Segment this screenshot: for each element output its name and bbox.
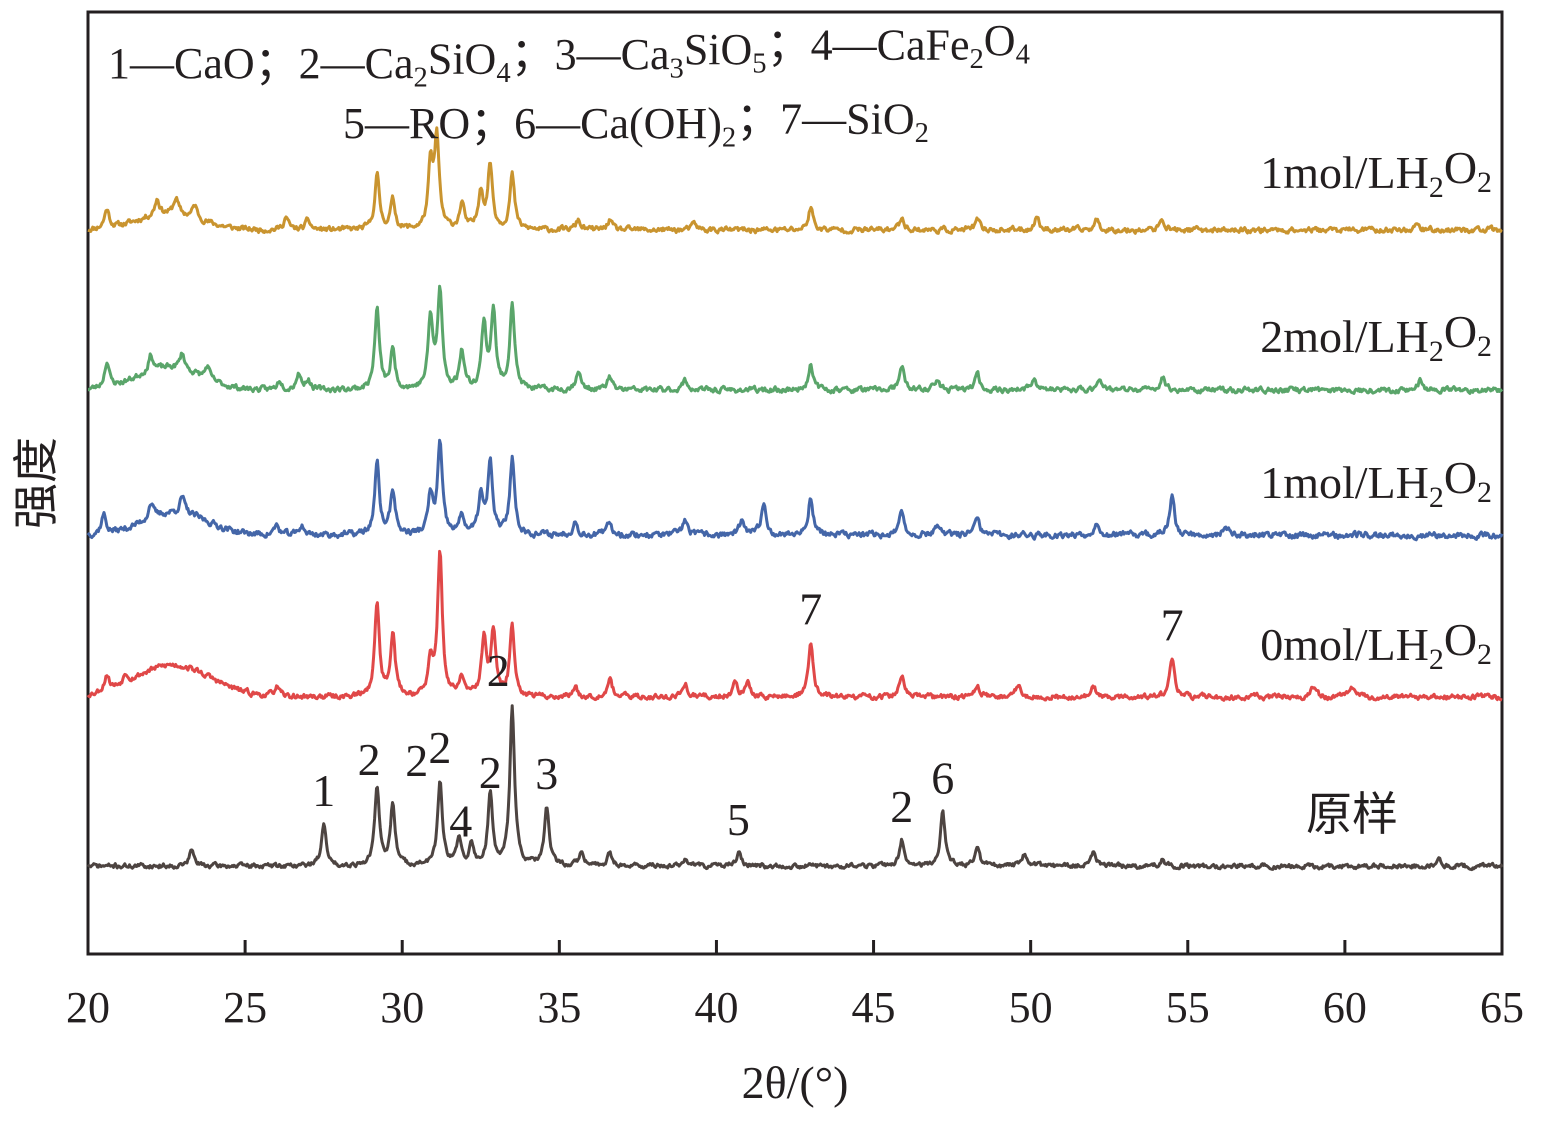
x-tick-label: 45 — [852, 983, 896, 1032]
x-axis-label: 2θ/(°) — [742, 1057, 849, 1108]
peak-label: 1 — [312, 765, 335, 816]
x-tick-label: 50 — [1009, 983, 1053, 1032]
peak-label: 6 — [931, 752, 954, 803]
series-line-1 — [87, 284, 1504, 395]
legend: 1—CaO；2—Ca2​SiO4​；3—Ca3​SiO5​；4—CaFe2​O4… — [108, 16, 1030, 154]
series-label-0: 1mol/LH2​O2​ — [1260, 142, 1492, 204]
series-line-0 — [87, 126, 1503, 235]
series-layer — [86, 126, 1504, 872]
peak-label: 2 — [428, 722, 451, 773]
series-line-2 — [86, 438, 1504, 542]
peak-label: 2 — [479, 747, 502, 798]
y-axis-label: 强度 — [11, 437, 62, 529]
x-tick-label: 55 — [1166, 983, 1210, 1032]
peak-label: 2 — [405, 735, 428, 786]
series-line-4 — [86, 704, 1504, 872]
peak-label: 7 — [1161, 600, 1184, 651]
x-tick-label: 40 — [694, 983, 738, 1032]
legend-line-2: 5—RO；6—Ca(OH)2​；7—SiO2​ — [343, 94, 929, 153]
x-tick-label: 35 — [537, 983, 581, 1032]
plot-frame — [86, 10, 1504, 956]
peak-label: 4 — [449, 795, 472, 846]
x-axis-ticks: 20 25 30 35 40 45 50 55 60 65 — [66, 940, 1524, 1032]
x-tick-label: 25 — [223, 983, 267, 1032]
peak-label: 5 — [727, 794, 750, 845]
series-line-3 — [86, 549, 1503, 702]
peak-label: 2 — [890, 781, 913, 832]
series-label-2: 1mol/LH2​O2​ — [1260, 452, 1492, 514]
series-label-3: 0mol/LH2​O2​ — [1260, 614, 1492, 676]
legend-line-1: 1—CaO；2—Ca2​SiO4​；3—Ca3​SiO5​；4—CaFe2​O4… — [108, 16, 1030, 94]
x-tick-label: 20 — [66, 983, 110, 1032]
peak-label: 2 — [487, 645, 510, 696]
series-label-1: 2mol/LH2​O2​ — [1260, 306, 1492, 368]
series-label-4: 原样 — [1306, 789, 1398, 840]
x-tick-label: 65 — [1480, 983, 1524, 1032]
x-tick-label: 30 — [380, 983, 424, 1032]
peak-label: 3 — [535, 748, 558, 799]
x-tick-label: 60 — [1323, 983, 1367, 1032]
peak-label: 7 — [799, 584, 822, 635]
series-labels: 1mol/LH2​O2​ 2mol/LH2​O2​ 1mol/LH2​O2​ 0mol… — [1260, 142, 1492, 840]
peak-label: 2 — [358, 734, 381, 785]
